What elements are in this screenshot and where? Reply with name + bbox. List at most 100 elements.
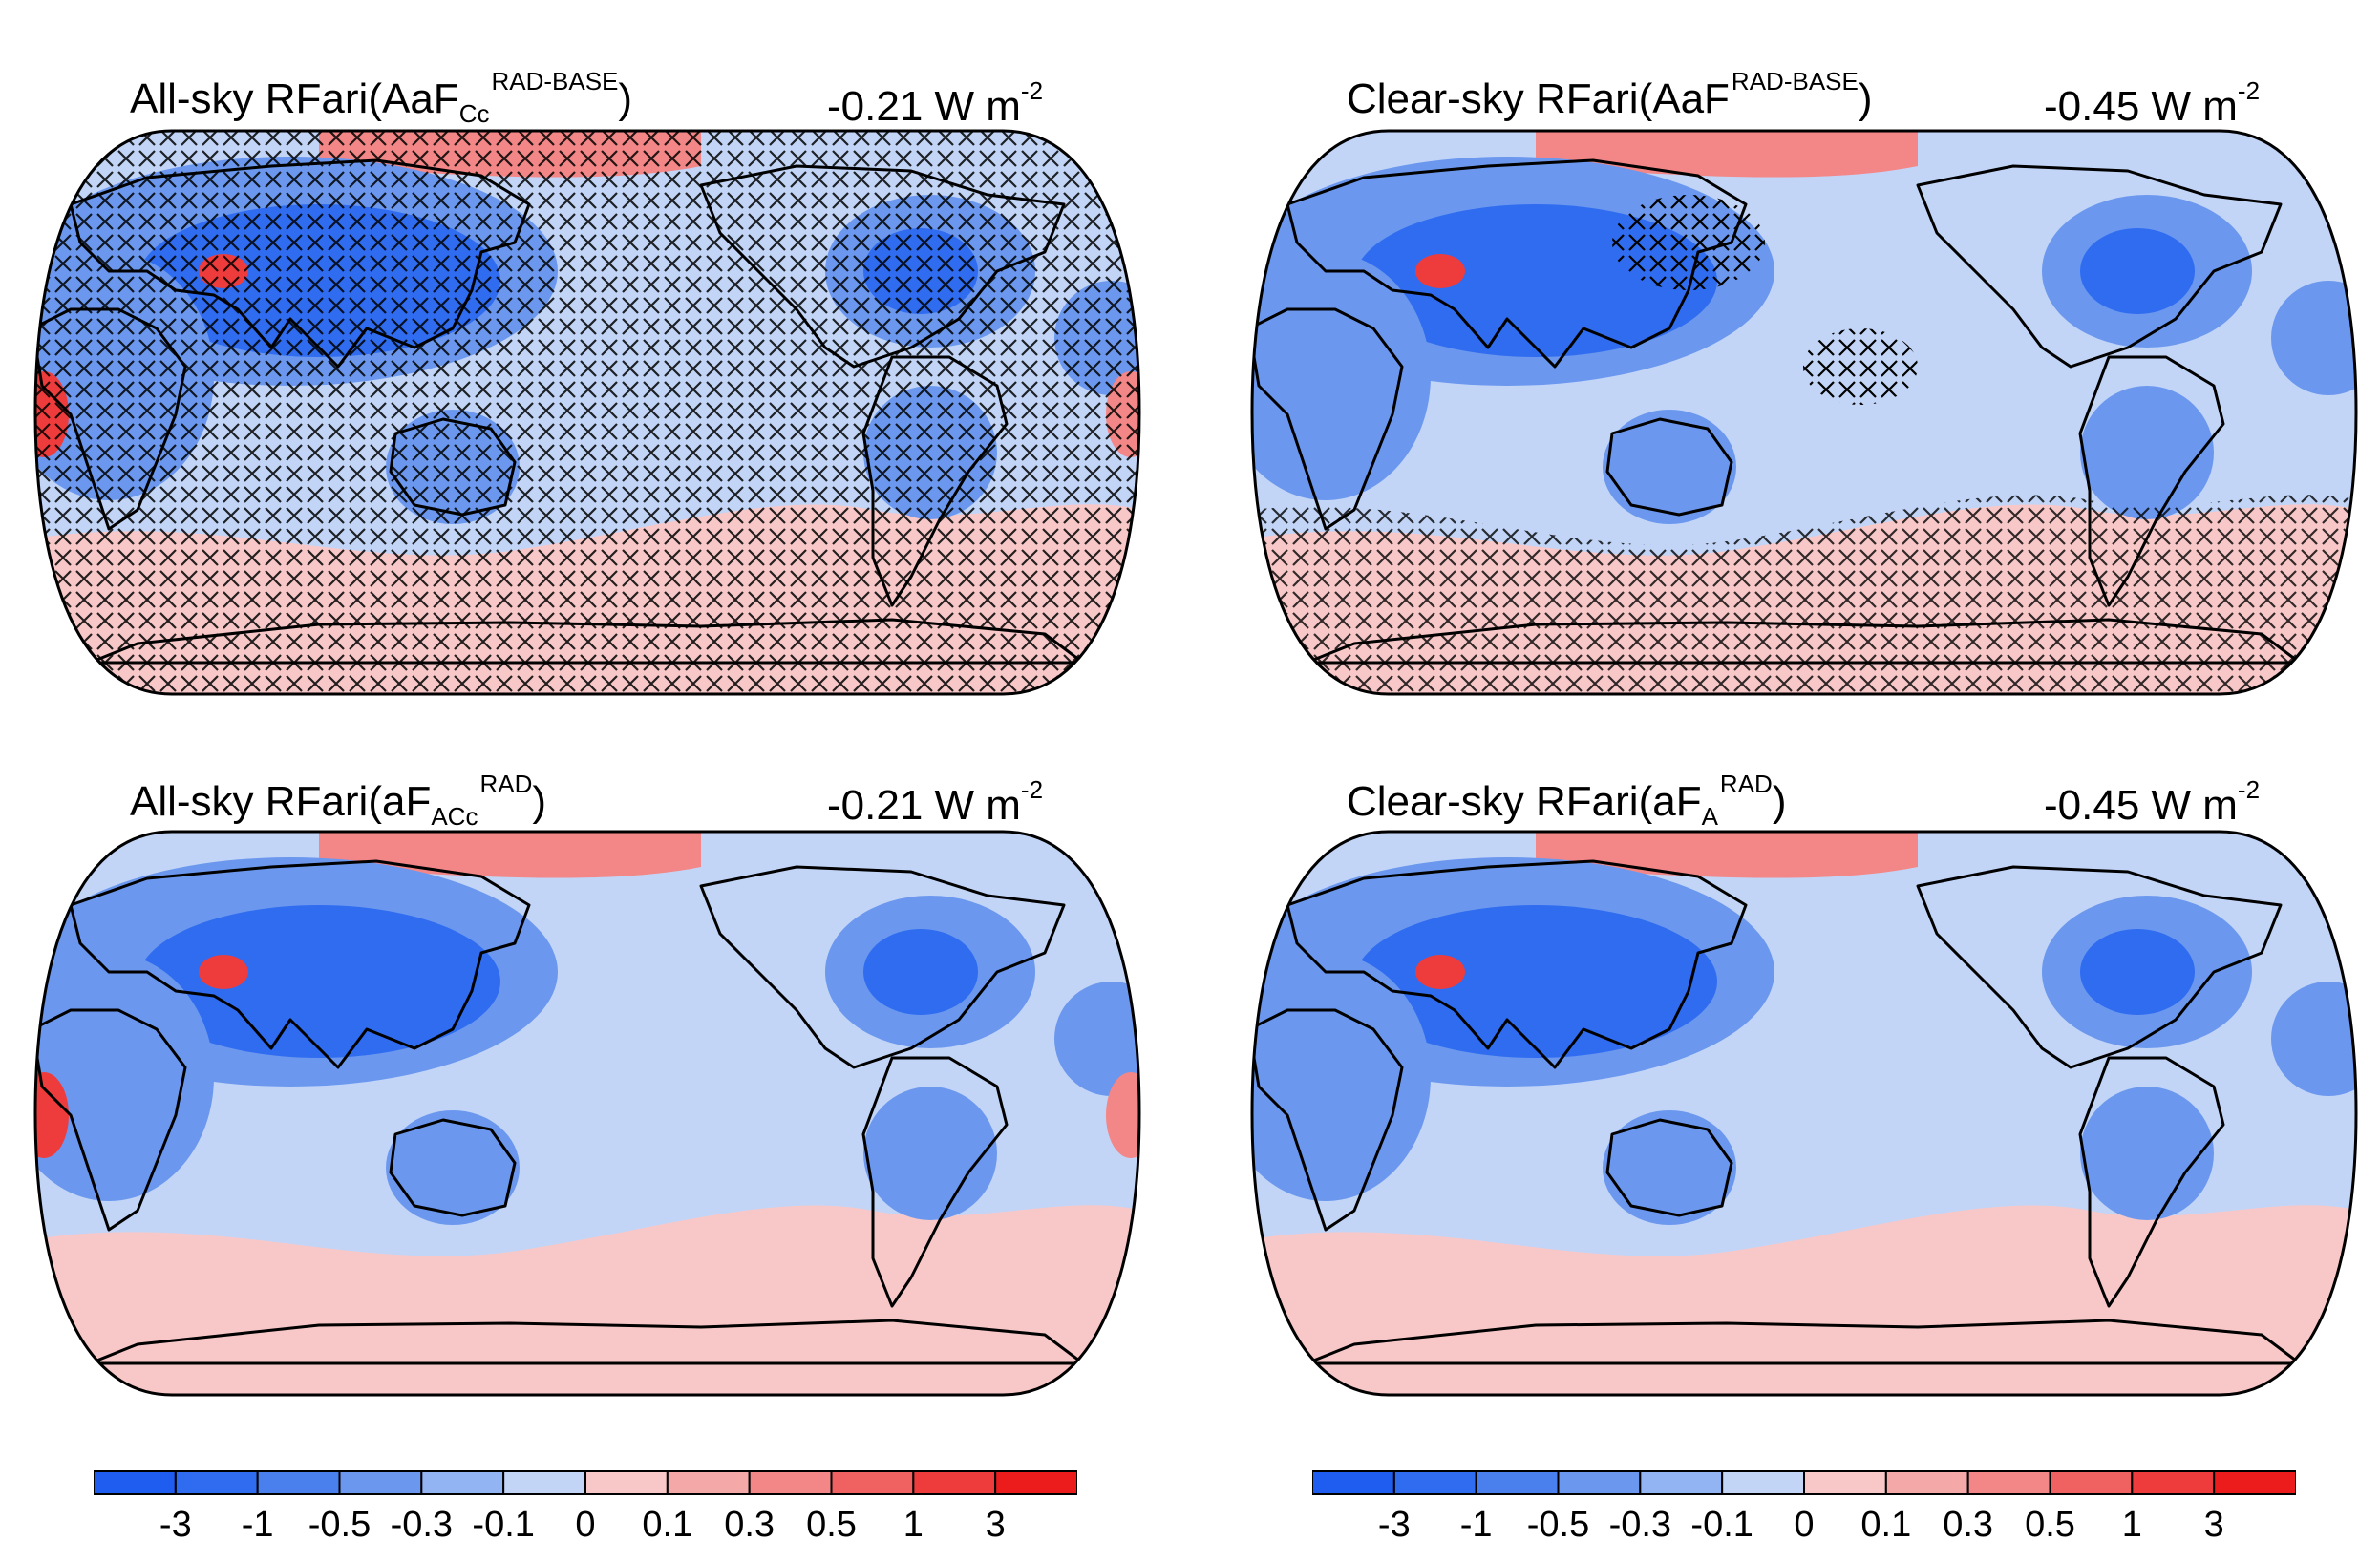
namerica-coastline [699,865,1066,1069]
significance-hatching [1252,495,2356,694]
brazil-field [863,1087,997,1220]
colorbar-swatch [2131,1470,2216,1495]
colorbar-swatch [1721,1470,1805,1495]
australia-coastline [1605,417,1733,517]
colorbar-swatch [666,1470,751,1495]
southern-ocean-field [1252,1205,2356,1395]
panel-d-mean-value: -0.45 W m-2 [2044,775,2261,829]
colorbar-swatch [502,1470,586,1495]
namerica-coastline [1916,865,2283,1069]
colorbar-tick-label: -0.5 [308,1505,372,1545]
samerica-coastline [2078,1056,2225,1308]
australia-field [1603,1110,1736,1225]
colorbar-swatch [748,1470,833,1495]
panel-a-title: All-sky RFari(AaFCcRAD-BASE) [130,67,633,128]
antarctica-coastline [1305,1319,2302,1365]
panel-c-title: All-sky RFari(aFACcRAD) [130,770,547,831]
colorbar-right: -3 -1 -0.5 -0.3 -0.1 0 0.1 0.3 0.5 1 3 [1312,1470,2296,1562]
asia-core-field [1354,905,1717,1058]
eurasia-coastline [69,859,531,1069]
eurasia-coastline [69,158,531,369]
panel-d-map [1250,830,2358,1397]
colorbar-swatches [94,1470,1077,1495]
colorbar-tick-label: 3 [985,1505,1006,1545]
africa-coastline [35,1008,187,1232]
colorbar-swatch [584,1470,669,1495]
panel-c-map [33,830,1141,1397]
africa-coastline [35,307,187,531]
us-east-field [2080,929,2195,1015]
panel-a-map [33,129,1141,696]
colorbar-swatch [912,1470,997,1495]
asia-core-field [138,905,500,1058]
colorbar-swatch [174,1470,259,1495]
colorbar-tick-label: 3 [2203,1505,2224,1545]
namerica-coastline [1916,164,2283,369]
atlantic-east-field [2271,982,2356,1096]
colorbar-swatch [256,1470,341,1495]
eurasia-coastline [1286,859,1748,1069]
colorbar-swatch [1639,1470,1724,1495]
africa-field [1252,252,1431,500]
namerica-coastline [699,164,1066,369]
panel-b-title: Clear-sky RFari(AaFRAD-BASE) [1347,67,1873,122]
us-east-field [2080,228,2195,314]
colorbar-swatch [1475,1470,1560,1495]
colorbar-swatch [1884,1470,1969,1495]
panel-c-mean-value: -0.21 W m-2 [827,775,1044,829]
colorbar-tick-label: 0.5 [806,1505,857,1545]
map-border [33,129,1141,696]
colorbar-swatches [1312,1470,2296,1495]
colorbar-tick-label: 0 [1794,1505,1815,1545]
atlantic-east-field [1054,982,1139,1096]
australia-coastline [1605,1118,1733,1217]
africa-east-hotspot [1106,1072,1139,1158]
australia-field [386,1110,520,1225]
tibet-hotspot [199,955,248,989]
colorbar-swatch [1557,1470,1642,1495]
panel-d-title: Clear-sky RFari(aFARAD) [1347,770,1787,831]
samerica-coastline [861,1056,1009,1308]
colorbar-swatch [2049,1470,2134,1495]
colorbar-left: -3 -1 -0.5 -0.3 -0.1 0 0.1 0.3 0.5 1 3 [94,1470,1077,1562]
brazil-field [2080,386,2214,519]
africa-field [1252,953,1431,1201]
significance-hatching-patch [1803,328,1918,405]
colorbar-tick-label: 0.3 [1943,1505,1994,1545]
africa-coastline [1252,1008,1404,1232]
us-east-field [863,929,978,1015]
map-border [1250,129,2358,696]
colorbar-tick-label: 0 [575,1505,596,1545]
significance-hatching-patch [1612,195,1765,290]
antarctica-coastline [88,1319,1085,1365]
africa-coastline [1252,307,1404,531]
antarctica-coastline [88,618,1085,665]
colorbar-swatch [1803,1470,1887,1495]
tibet-hotspot [1415,254,1465,288]
colorbar-swatch [1966,1470,2051,1495]
africa-west-hotspot [35,1072,69,1158]
colorbar-tick-label: -3 [1377,1505,1411,1545]
map-border [1250,830,2358,1397]
colorbar-swatch [420,1470,505,1495]
brazil-field [2080,1087,2214,1220]
samerica-coastline [861,355,1009,607]
colorbar-swatch [1392,1470,1477,1495]
colorbar-tick-label: 1 [2121,1505,2142,1545]
colorbar-tick-label: 0.1 [1860,1505,1912,1545]
colorbar-tick-label: -0.3 [1608,1505,1672,1545]
panel-b-map [1250,129,2358,696]
colorbar-tick-label: -0.1 [1690,1505,1753,1545]
colorbar-swatch [338,1470,423,1495]
colorbar-swatch [830,1470,915,1495]
antarctica-coastline [1305,618,2302,665]
colorbar-tick-label: 0.5 [2025,1505,2075,1545]
australia-coastline [389,1118,517,1217]
colorbar-tick-label: 0.3 [724,1505,776,1545]
colorbar-swatch [994,1470,1077,1495]
map-border [33,830,1141,1397]
colorbar-tick-label: -0.3 [390,1505,454,1545]
australia-coastline [389,417,517,517]
atlantic-east-field [2271,281,2356,395]
panel-b-mean-value: -0.45 W m-2 [2044,76,2261,130]
